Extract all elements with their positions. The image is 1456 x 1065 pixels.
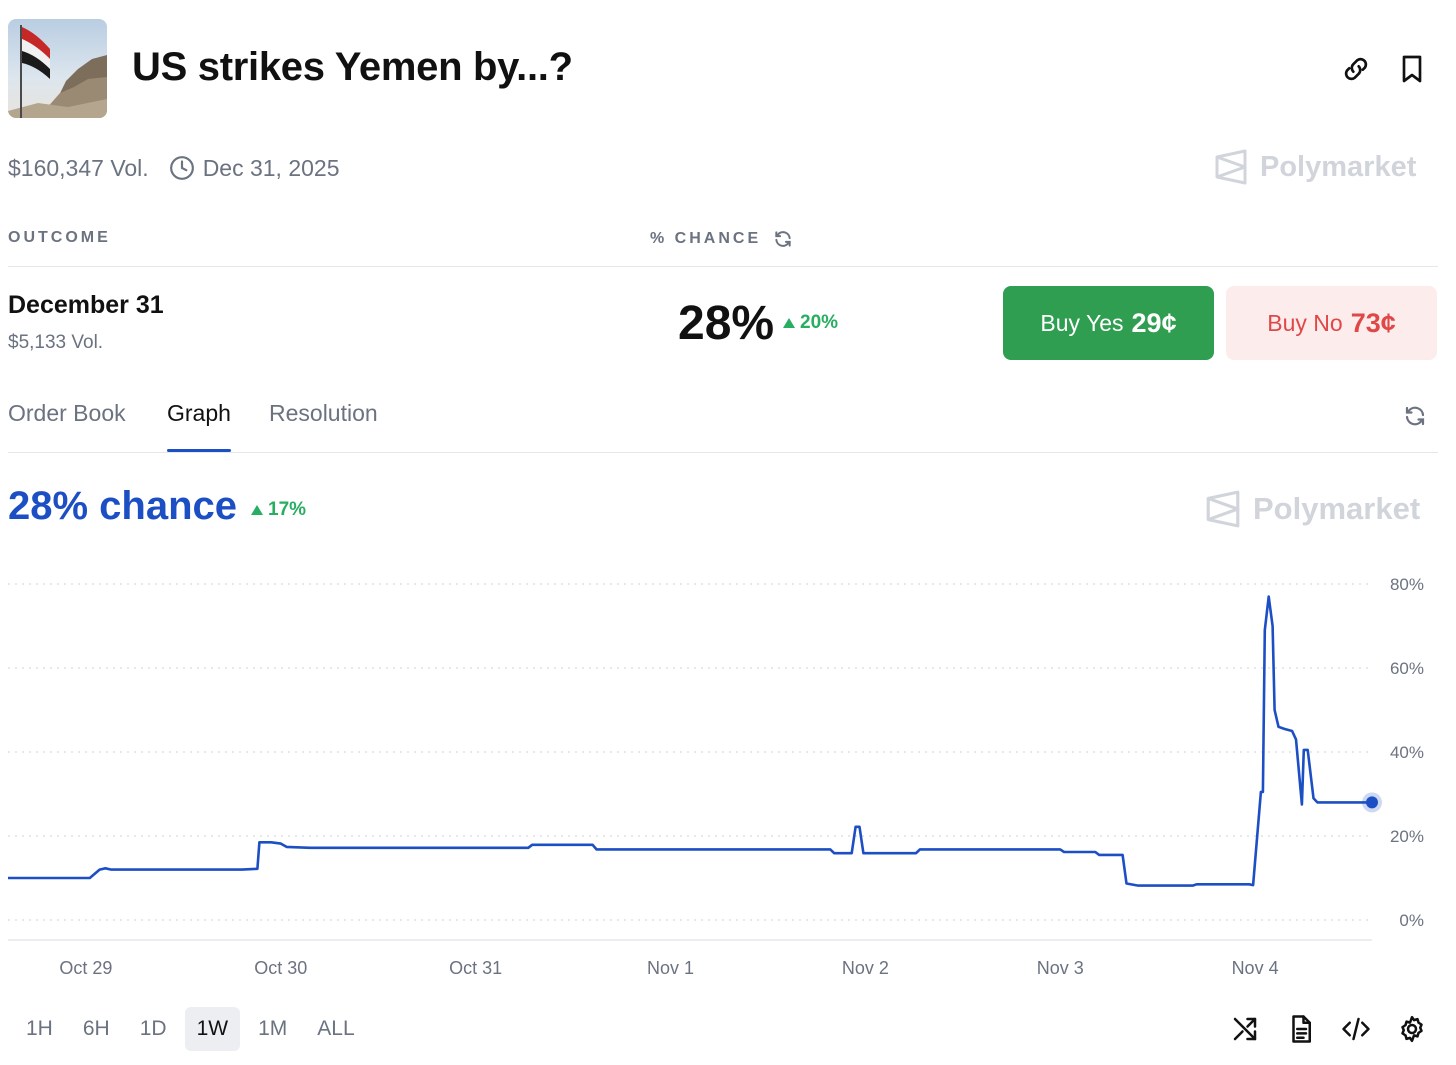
polymarket-logo-icon (1215, 149, 1247, 185)
y-tick-label: 40% (1390, 743, 1424, 762)
market-volume: $160,347 Vol. (8, 154, 149, 181)
x-axis-ticks: Oct 29 Oct 30 Oct 31 Nov 1 Nov 2 Nov 3 Nov 4 (59, 958, 1278, 978)
range-1h[interactable]: 1H (26, 1017, 53, 1040)
y-tick-label: 20% (1390, 827, 1424, 846)
y-tick-label: 80% (1390, 575, 1424, 594)
code-icon[interactable] (1341, 1014, 1371, 1044)
outcome-chance: 28% (678, 297, 775, 350)
series-line (8, 595, 1372, 887)
buy-no-label: Buy No (1267, 309, 1343, 336)
range-all[interactable]: ALL (317, 1017, 355, 1040)
outcome-column-header: OUTCOME (8, 229, 111, 246)
link-icon[interactable] (1340, 53, 1372, 85)
x-tick-label: Nov 1 (647, 958, 694, 978)
chance-column-header: % CHANCE (650, 229, 793, 249)
x-tick-label: Nov 4 (1232, 958, 1279, 978)
buy-no-price: 73¢ (1350, 307, 1396, 338)
market-meta: $160,347 Vol. Dec 31, 2025 (8, 152, 340, 184)
market-header: US strikes Yemen by...? (8, 19, 1440, 119)
buy-yes-button[interactable]: Buy Yes 29¢ (1003, 286, 1214, 360)
outcome-delta: 20% (783, 312, 838, 334)
brand-name: Polymarket (1260, 150, 1417, 183)
x-tick-label: Oct 29 (59, 958, 112, 978)
range-1m[interactable]: 1M (258, 1017, 288, 1040)
graph-polymarket-brand: Polymarket (1205, 490, 1420, 528)
probability-chart[interactable]: 80% 60% 40% 20% 0% Oct 29 Oct 30 Oct 31 Nov 1 No… (0, 560, 1456, 990)
shuffle-icon[interactable] (1230, 1014, 1260, 1044)
range-1d[interactable]: 1D (139, 1017, 167, 1040)
buy-yes-price: 29¢ (1131, 307, 1177, 338)
graph-chance: 28% chance (8, 484, 238, 528)
x-tick-label: Nov 3 (1037, 958, 1084, 978)
x-tick-label: Nov 2 (842, 958, 889, 978)
buy-no-button[interactable]: Buy No 73¢ (1226, 286, 1437, 360)
tab-order-book[interactable]: Order Book (8, 400, 126, 426)
up-arrow-icon (783, 318, 795, 328)
polymarket-logo-icon (1206, 490, 1240, 528)
document-icon[interactable] (1286, 1014, 1316, 1044)
y-axis-ticks: 80% 60% 40% 20% 0% (1390, 575, 1424, 930)
graph-brand-name: Polymarket (1253, 491, 1421, 526)
y-tick-label: 0% (1399, 911, 1424, 930)
tabs-divider (8, 452, 1438, 453)
refresh-icon[interactable] (773, 229, 793, 249)
clock-icon (169, 156, 194, 180)
tab-resolution[interactable]: Resolution (269, 400, 378, 426)
up-arrow-icon (251, 505, 263, 515)
time-range-selector: 1H 6H 1D 1W 1M ALL (14, 1007, 373, 1051)
current-point[interactable] (1366, 796, 1378, 809)
market-image (8, 19, 107, 118)
market-title: US strikes Yemen by...? (132, 45, 573, 89)
buy-yes-label: Buy Yes (1040, 309, 1124, 336)
graph-delta: 17% (251, 499, 306, 521)
yemen-flag-photo (8, 19, 107, 118)
y-tick-label: 60% (1390, 659, 1424, 678)
header-divider (8, 266, 1438, 267)
outcome-name: December 31 (8, 291, 164, 319)
polymarket-brand: Polymarket (1214, 149, 1416, 185)
range-6h[interactable]: 6H (82, 1017, 110, 1040)
outcome-volume: $5,133 Vol. (8, 332, 104, 353)
market-end-date: Dec 31, 2025 (202, 154, 340, 181)
x-tick-label: Oct 30 (254, 958, 307, 978)
settings-icon[interactable] (1397, 1014, 1427, 1044)
graph-refresh-icon[interactable] (1403, 404, 1427, 428)
bookmark-icon[interactable] (1396, 53, 1428, 85)
outcome-delta-value: 20% (800, 312, 839, 333)
x-tick-label: Oct 31 (449, 958, 502, 978)
chance-header-label: % CHANCE (650, 230, 762, 247)
graph-delta-value: 17% (268, 499, 307, 520)
range-1w[interactable]: 1W (184, 1007, 241, 1051)
tab-graph[interactable]: Graph (167, 400, 231, 452)
